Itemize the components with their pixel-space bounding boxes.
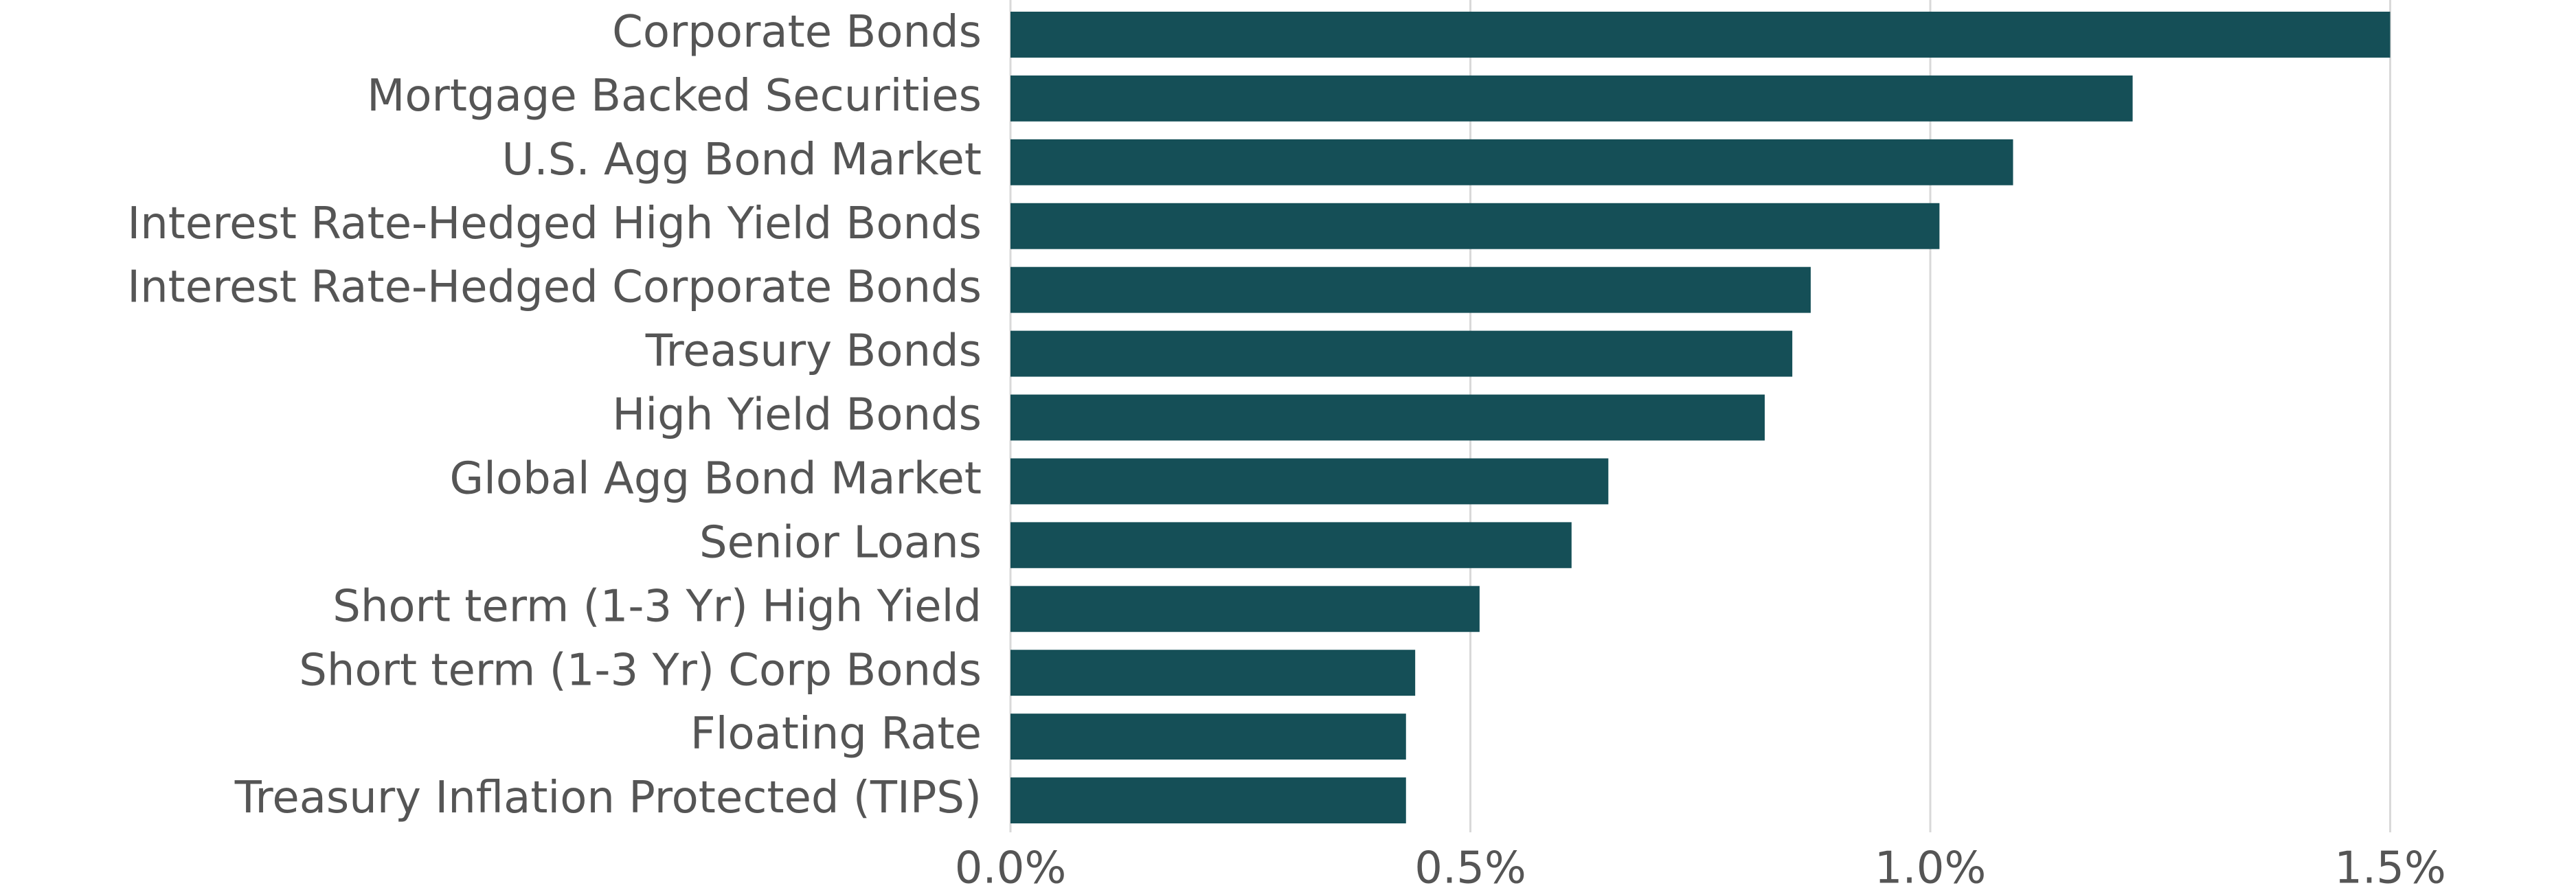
bar: [1010, 777, 1406, 823]
bar: [1010, 586, 1480, 632]
y-tick-label: Interest Rate-Hedged Corporate Bonds: [127, 262, 982, 313]
x-tick-label: 0.5%: [1414, 843, 1526, 890]
bar: [1010, 139, 2013, 185]
bar: [1010, 458, 1609, 505]
y-tick-label: U.S. Agg Bond Market: [502, 135, 982, 185]
bar: [1010, 12, 2391, 58]
bar: [1010, 330, 1793, 377]
x-tick-label: 1.5%: [2334, 843, 2446, 890]
y-tick-label: Senior Loans: [699, 517, 982, 568]
y-tick-label: Short term (1-3 Yr) Corp Bonds: [299, 645, 982, 696]
y-tick-label: Corporate Bonds: [612, 7, 982, 58]
bar: [1010, 203, 1940, 249]
bar: [1010, 714, 1406, 760]
bar: [1010, 75, 2133, 122]
bar: [1010, 650, 1416, 696]
bar: [1010, 266, 1811, 313]
y-tick-label: Short term (1-3 Yr) High Yield: [332, 581, 982, 632]
x-tick-label: 0.0%: [955, 843, 1067, 890]
y-tick-label: Global Agg Bond Market: [450, 454, 982, 505]
x-tick-label: 1.0%: [1875, 843, 1987, 890]
y-tick-label: Interest Rate-Hedged High Yield Bonds: [127, 198, 982, 249]
y-tick-label: Mortgage Backed Securities: [367, 71, 982, 122]
y-tick-label: Floating Rate: [690, 709, 982, 760]
y-tick-label: Treasury Bonds: [645, 326, 982, 377]
y-tick-label: High Yield Bonds: [612, 390, 982, 441]
y-tick-label: Treasury Inflation Protected (TIPS): [234, 773, 982, 823]
bar: [1010, 522, 1572, 569]
bar: [1010, 394, 1765, 441]
